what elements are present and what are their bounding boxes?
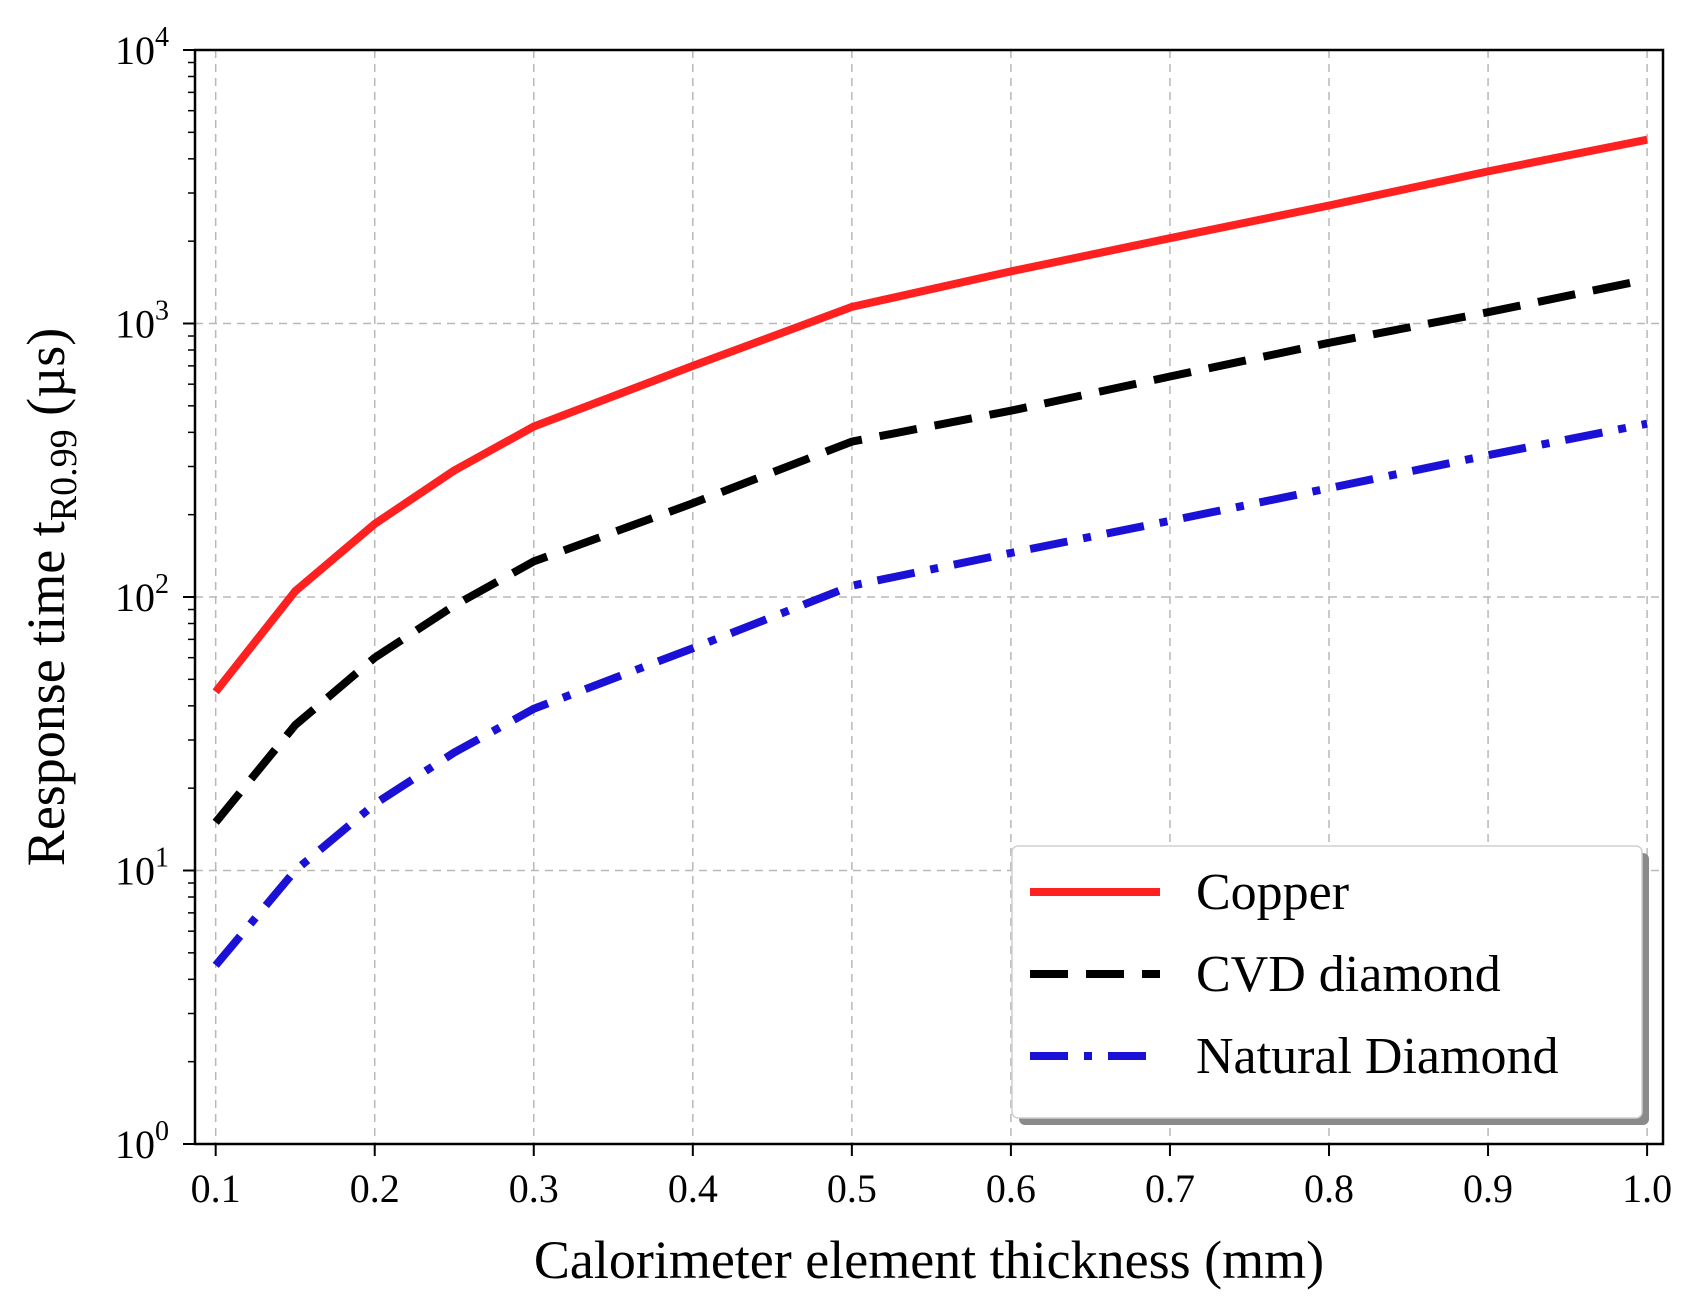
x-tick-label: 0.9 — [1463, 1166, 1513, 1211]
x-tick-label: 0.2 — [350, 1166, 400, 1211]
legend-label-natural-diamond: Natural Diamond — [1196, 1028, 1558, 1085]
y-axis-title-main: Response time t — [16, 521, 76, 866]
legend-box — [1011, 845, 1643, 1119]
series-line-cvd-diamond — [212, 275, 1648, 825]
axis-ticks: 0.1 0.2 0.3 0.4 0.5 0.6 0.7 0.8 0.9 1.0 100 101 102 1… — [115, 22, 1672, 1211]
x-tick-label: 0.1 — [191, 1166, 241, 1211]
series-lines — [212, 135, 1648, 968]
series-line-natural-diamond — [212, 419, 1648, 968]
y-axis-title: Response time tR0.99 (µs) — [16, 328, 85, 866]
y-tick-label: 102 — [115, 569, 169, 620]
y-tick-label: 103 — [115, 296, 169, 347]
x-tick-label: 0.4 — [668, 1166, 718, 1211]
y-tick-label: 101 — [115, 843, 169, 894]
series-line-copper — [212, 135, 1648, 695]
legend-label-cvd-diamond: CVD diamond — [1196, 946, 1501, 1003]
y-tick-label: 104 — [115, 22, 169, 73]
x-tick-label: 1.0 — [1622, 1166, 1672, 1211]
x-tick-label: 0.7 — [1145, 1166, 1195, 1211]
y-axis-title-units: (µs) — [16, 328, 76, 430]
x-tick-label: 0.6 — [986, 1166, 1036, 1211]
x-tick-label: 0.5 — [827, 1166, 877, 1211]
x-tick-label: 0.8 — [1304, 1166, 1354, 1211]
x-tick-label: 0.3 — [509, 1166, 559, 1211]
y-axis-title-subscript: R0.99 — [43, 429, 85, 521]
legend-label-copper: Copper — [1196, 864, 1349, 921]
legend: Copper CVD diamond Natural Diamond — [1011, 845, 1649, 1125]
x-axis-title: Calorimeter element thickness (mm) — [534, 1230, 1324, 1290]
y-tick-label: 100 — [115, 1116, 169, 1167]
